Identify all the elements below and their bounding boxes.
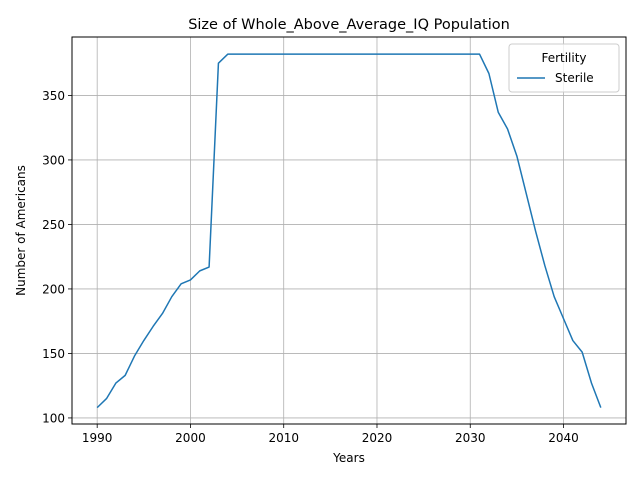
legend-title: Fertility (541, 51, 586, 65)
plot-frame (71, 36, 627, 425)
x-tick-label: 1990 (82, 431, 113, 445)
series-line-sterile (96, 53, 602, 409)
grid-lines (72, 37, 626, 424)
legend: Fertility Sterile (508, 43, 620, 93)
x-tick-label: 2020 (362, 431, 393, 445)
x-tick-label: 2040 (548, 431, 579, 445)
y-tick-label: 150 (42, 347, 65, 361)
y-axis-label: Number of Americans (14, 165, 28, 296)
x-axis-label: Years (332, 451, 365, 465)
legend-box (508, 43, 620, 93)
y-tick-label: 350 (42, 89, 65, 103)
x-tick-label: 2000 (175, 431, 206, 445)
y-tick-label: 300 (42, 153, 65, 167)
y-tick-label: 100 (42, 411, 65, 425)
series-layer (96, 53, 602, 409)
y-tick-label: 250 (42, 218, 65, 232)
x-tick-label: 2030 (455, 431, 486, 445)
y-axis-ticks: 100 150 200 250 300 350 (42, 89, 72, 425)
y-tick-label: 200 (42, 282, 65, 296)
x-axis-ticks: 1990 2000 2010 2020 2030 2040 (82, 424, 579, 445)
chart-title: Size of Whole_Above_Average_IQ Populatio… (188, 17, 510, 33)
x-tick-label: 2010 (268, 431, 299, 445)
legend-entry-sterile: Sterile (555, 71, 594, 85)
